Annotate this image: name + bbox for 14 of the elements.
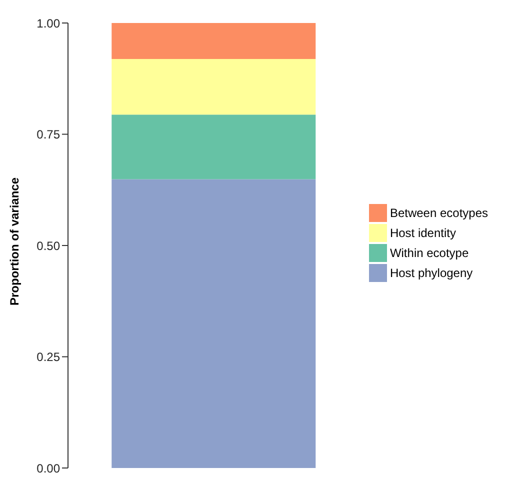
bar [112,59,316,115]
bar [112,114,316,180]
legend-label: Host phylogeny [390,266,473,280]
legend-label: Between ecotypes [390,206,488,220]
y-tick-label: 1.00 [36,16,60,30]
y-tick-label: 0.25 [36,350,60,364]
y-axis-title: Proportion of variance [7,177,22,306]
bar [112,179,316,468]
legend-label: Within ecotype [390,246,469,260]
y-tick-label: 0.75 [36,128,60,142]
bar [112,23,316,60]
y-tick-label: 0.00 [36,461,60,476]
y-tick-label: 0.50 [36,238,60,253]
legend-label: Host identity [390,226,456,240]
